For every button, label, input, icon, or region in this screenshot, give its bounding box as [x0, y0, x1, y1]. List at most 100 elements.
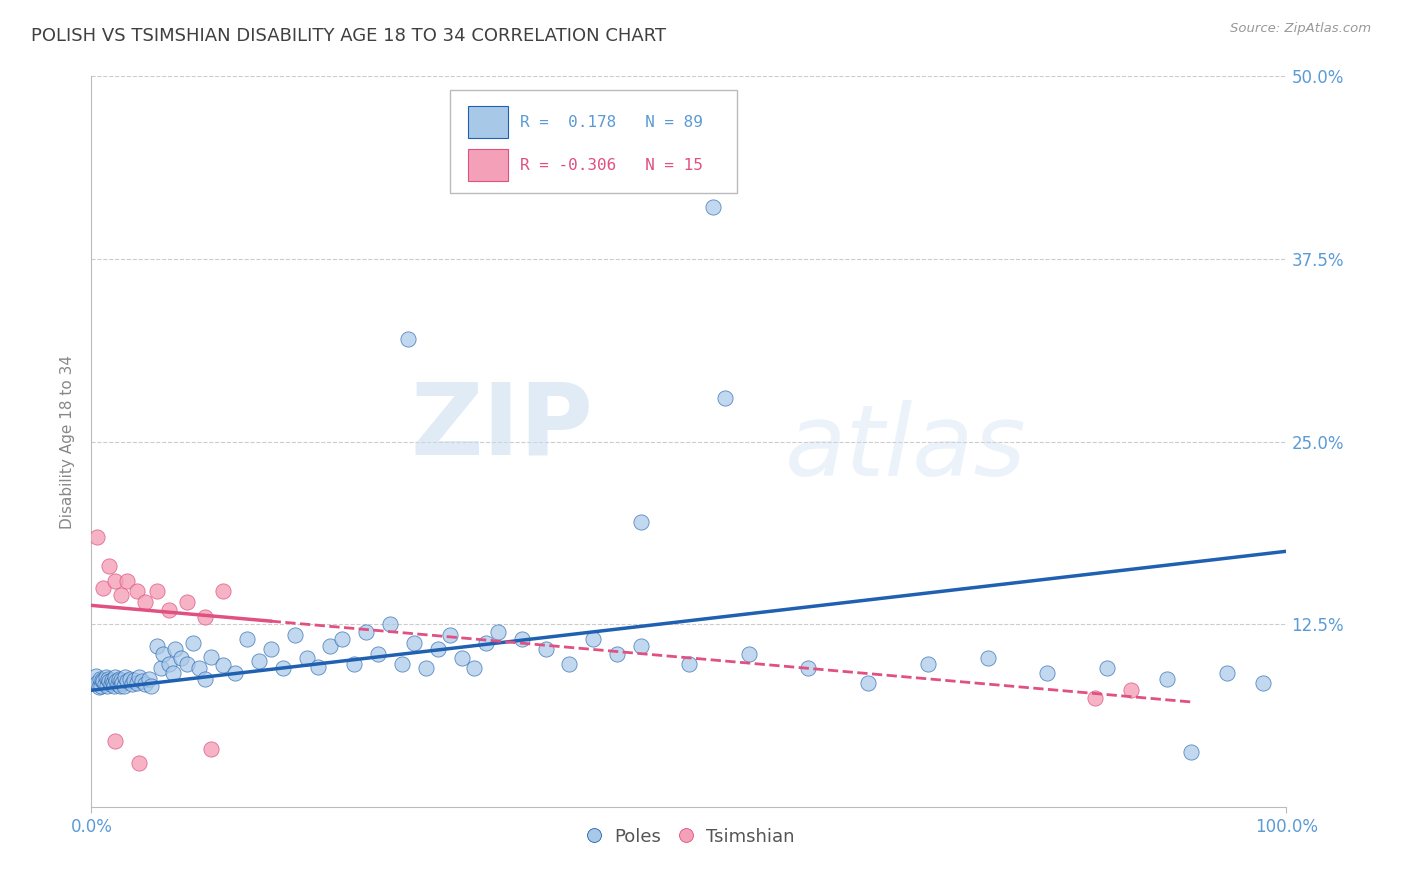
Point [558, 657, 581, 671]
Point [100, 677, 122, 691]
Point [91, 673, 114, 687]
Text: POLISH VS TSIMSHIAN DISABILITY AGE 18 TO 34 CORRELATION CHART: POLISH VS TSIMSHIAN DISABILITY AGE 18 TO… [31, 27, 666, 45]
Point [1215, 665, 1237, 680]
Point [176, 657, 198, 671]
Point [450, 651, 472, 665]
Legend: Poles, Tsimshian: Poles, Tsimshian [576, 819, 801, 853]
Point [103, 679, 125, 693]
Point [181, 636, 204, 650]
Text: R = -0.306   N = 15: R = -0.306 N = 15 [520, 158, 703, 172]
Point [194, 610, 217, 624]
Point [104, 574, 127, 588]
Point [176, 595, 198, 609]
Point [163, 642, 186, 657]
Point [86, 530, 108, 544]
Text: Source: ZipAtlas.com: Source: ZipAtlas.com [1230, 22, 1371, 36]
Text: atlas: atlas [785, 401, 1026, 498]
Point [115, 674, 138, 689]
Point [125, 583, 148, 598]
Point [110, 588, 132, 602]
Point [307, 660, 329, 674]
Text: R =  0.178   N = 89: R = 0.178 N = 89 [520, 115, 703, 129]
Point [134, 677, 156, 691]
Point [332, 632, 354, 646]
Point [115, 574, 138, 588]
Point [797, 661, 820, 675]
Point [114, 670, 136, 684]
Point [714, 391, 737, 405]
Point [630, 640, 652, 654]
Point [224, 665, 246, 680]
Point [157, 657, 180, 671]
Point [86, 676, 108, 690]
Point [319, 640, 342, 654]
Point [101, 676, 124, 690]
Point [110, 673, 132, 687]
FancyBboxPatch shape [468, 106, 509, 138]
Point [134, 595, 156, 609]
Point [439, 627, 461, 641]
Point [84, 668, 107, 682]
Point [128, 756, 150, 771]
Point [89, 672, 111, 686]
Point [1097, 661, 1119, 675]
Point [917, 657, 939, 671]
Point [534, 642, 557, 657]
Point [93, 677, 115, 691]
Point [107, 677, 129, 691]
Point [131, 674, 153, 689]
Point [105, 674, 128, 689]
Point [108, 679, 131, 693]
Point [108, 672, 131, 686]
Point [87, 681, 110, 695]
Point [391, 657, 413, 671]
Text: ZIP: ZIP [411, 378, 593, 475]
Point [540, 112, 562, 127]
Point [415, 661, 437, 675]
Point [128, 670, 150, 684]
Point [486, 624, 509, 639]
Point [343, 657, 366, 671]
Point [96, 679, 118, 693]
Point [606, 647, 628, 661]
Point [90, 679, 112, 693]
Point [247, 654, 270, 668]
Point [98, 558, 121, 573]
Point [211, 583, 233, 598]
FancyBboxPatch shape [450, 90, 737, 193]
Point [125, 676, 148, 690]
Point [259, 642, 281, 657]
Point [141, 679, 162, 693]
Point [93, 674, 114, 689]
Point [149, 661, 172, 675]
Point [737, 647, 759, 661]
Point [1036, 665, 1059, 680]
Point [104, 734, 127, 748]
Point [187, 661, 211, 675]
Point [124, 673, 146, 687]
Point [93, 581, 114, 595]
Point [1180, 745, 1202, 759]
Point [97, 672, 120, 686]
Point [98, 674, 121, 689]
Point [235, 632, 259, 646]
Point [121, 677, 143, 691]
Point [146, 583, 169, 598]
Point [582, 632, 605, 646]
Point [118, 672, 141, 686]
Point [367, 647, 389, 661]
Point [271, 661, 294, 675]
Point [1156, 672, 1178, 686]
Point [426, 642, 449, 657]
Point [1084, 690, 1107, 705]
Point [295, 651, 318, 665]
Point [463, 661, 485, 675]
Point [378, 617, 402, 632]
Point [152, 647, 174, 661]
Point [100, 673, 122, 687]
Point [1119, 683, 1142, 698]
Point [856, 676, 880, 690]
Point [112, 679, 135, 693]
Point [194, 672, 217, 686]
Point [162, 665, 184, 680]
